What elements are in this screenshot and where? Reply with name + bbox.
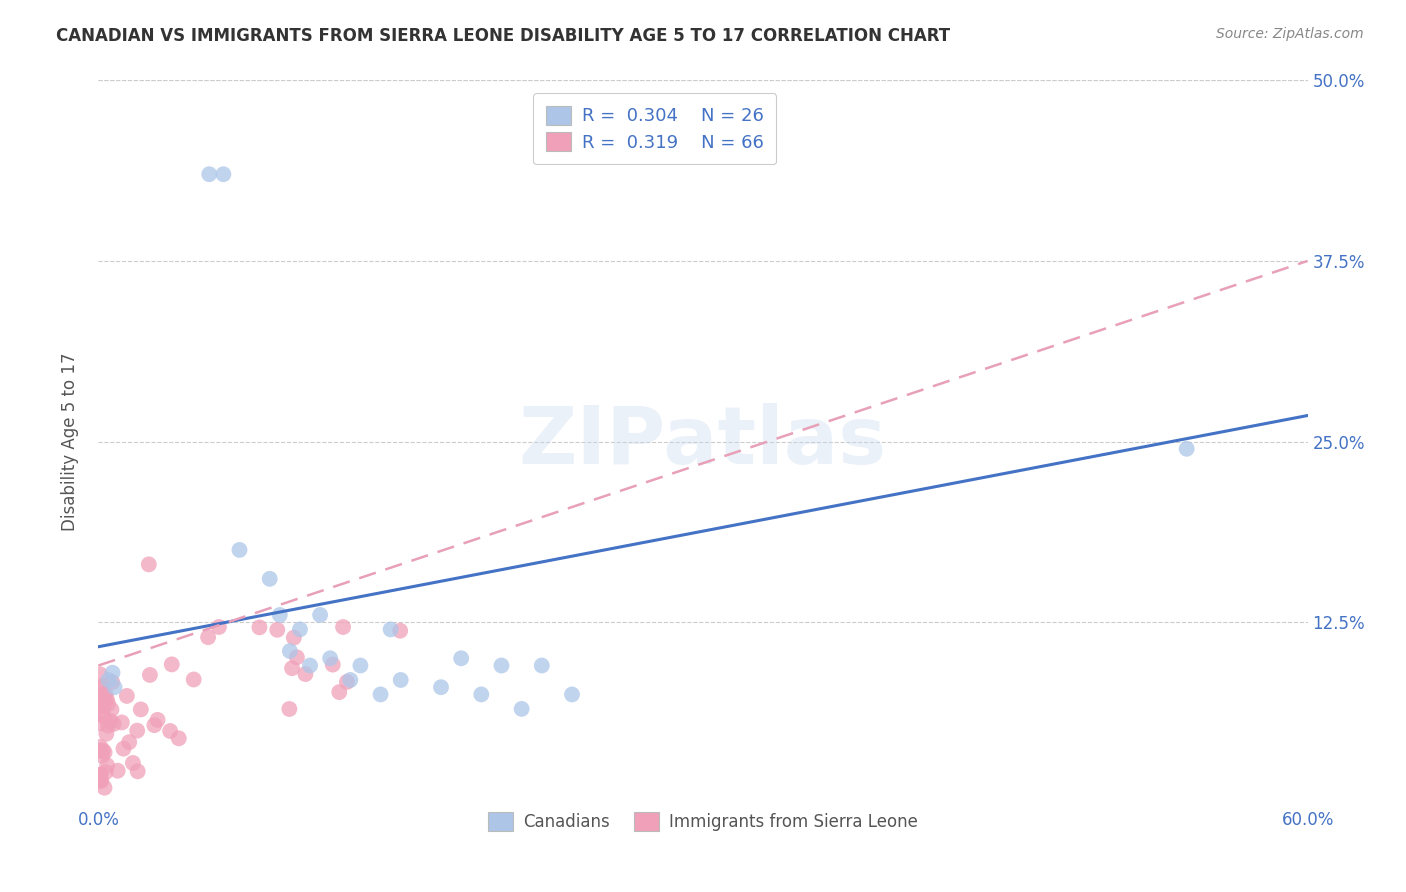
Point [450, 651, 472, 665]
Point [97, 673, 120, 687]
Point [259, 572, 281, 586]
Point [94, 687, 117, 701]
Point [89, 739, 111, 754]
Point [101, 675, 124, 690]
Point [93, 693, 115, 707]
Point [89, 667, 111, 681]
Point [97, 697, 120, 711]
Point [198, 167, 221, 181]
Point [127, 764, 149, 779]
Point [146, 713, 169, 727]
Point [139, 668, 162, 682]
Point [127, 723, 149, 738]
Point [510, 702, 533, 716]
Point [97, 718, 120, 732]
Point [103, 717, 125, 731]
Point [370, 687, 392, 701]
Point [96, 758, 118, 772]
Point [228, 542, 250, 557]
Point [249, 620, 271, 634]
Point [1175, 442, 1198, 456]
Point [339, 673, 361, 687]
Point [91, 743, 114, 757]
Point [96, 727, 118, 741]
Legend: Canadians, Immigrants from Sierra Leone: Canadians, Immigrants from Sierra Leone [481, 805, 925, 838]
Point [294, 667, 316, 681]
Point [530, 658, 553, 673]
Point [129, 702, 152, 716]
Point [90, 774, 112, 789]
Point [470, 687, 492, 701]
Point [89, 772, 111, 787]
Point [319, 651, 342, 665]
Point [87, 692, 110, 706]
Point [278, 702, 301, 716]
Point [332, 620, 354, 634]
Point [269, 607, 291, 622]
Point [100, 702, 122, 716]
Point [160, 657, 183, 672]
Point [389, 624, 412, 638]
Point [299, 658, 322, 673]
Point [285, 650, 308, 665]
Text: CANADIAN VS IMMIGRANTS FROM SIERRA LEONE DISABILITY AGE 5 TO 17 CORRELATION CHAR: CANADIAN VS IMMIGRANTS FROM SIERRA LEONE… [56, 27, 950, 45]
Text: ZIPatlas: ZIPatlas [519, 402, 887, 481]
Point [93, 689, 115, 703]
Point [159, 724, 181, 739]
Point [91, 707, 114, 722]
Point [281, 661, 304, 675]
Point [288, 623, 311, 637]
Point [328, 685, 350, 699]
Point [111, 715, 134, 730]
Point [389, 673, 412, 687]
Point [91, 679, 114, 693]
Point [349, 658, 371, 673]
Y-axis label: Disability Age 5 to 17: Disability Age 5 to 17 [60, 352, 79, 531]
Point [93, 780, 115, 795]
Point [112, 741, 135, 756]
Point [118, 735, 141, 749]
Point [309, 607, 332, 622]
Point [96, 692, 118, 706]
Point [93, 709, 115, 723]
Point [87, 699, 110, 714]
Point [90, 681, 112, 696]
Point [430, 680, 453, 694]
Point [100, 714, 122, 728]
Point [107, 764, 129, 778]
Point [143, 718, 166, 732]
Point [212, 167, 235, 181]
Point [93, 745, 115, 759]
Point [283, 631, 305, 645]
Point [101, 665, 124, 680]
Point [115, 689, 138, 703]
Point [491, 658, 513, 673]
Point [87, 716, 110, 731]
Point [93, 698, 115, 713]
Point [90, 697, 112, 711]
Point [89, 768, 111, 782]
Point [336, 674, 359, 689]
Point [278, 644, 301, 658]
Point [138, 558, 160, 572]
Point [561, 687, 583, 701]
Point [122, 756, 145, 770]
Point [322, 657, 344, 672]
Point [89, 744, 111, 758]
Point [197, 630, 219, 644]
Point [91, 748, 114, 763]
Point [208, 620, 231, 634]
Point [380, 623, 402, 637]
Point [94, 765, 117, 780]
Point [266, 623, 288, 637]
Point [89, 767, 111, 781]
Text: Source: ZipAtlas.com: Source: ZipAtlas.com [1216, 27, 1364, 41]
Point [167, 731, 190, 746]
Point [183, 673, 205, 687]
Point [90, 772, 112, 787]
Point [103, 680, 125, 694]
